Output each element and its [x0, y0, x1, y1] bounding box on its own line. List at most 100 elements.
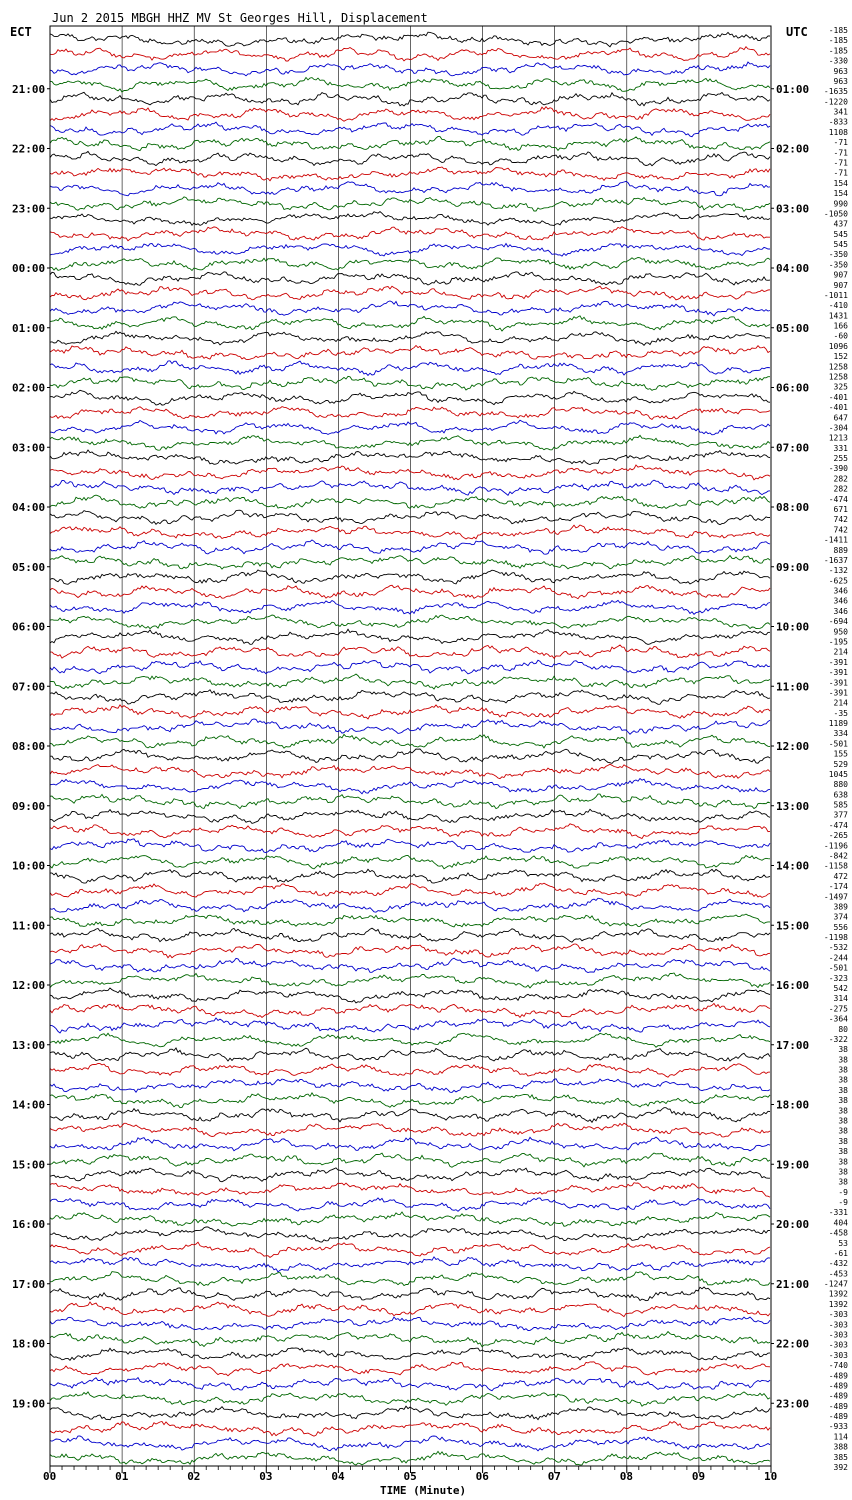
trace-71	[49, 1092, 771, 1109]
offset-value: -244	[829, 953, 848, 962]
trace-75	[49, 1152, 771, 1168]
trace-45	[49, 704, 771, 720]
offset-value: 671	[834, 505, 849, 514]
offset-value: 907	[834, 281, 849, 290]
x-axis-label: TIME (Minute)	[380, 1484, 466, 1497]
offset-value: 214	[834, 648, 849, 657]
ect-axis-label: ECT	[10, 25, 32, 39]
offset-value: -275	[829, 1004, 848, 1013]
x-tick-label-2: 02	[187, 1470, 200, 1483]
offset-value: -185	[829, 26, 848, 35]
trace-30	[49, 479, 771, 496]
trace-70	[49, 1078, 771, 1093]
x-tick-label-9: 09	[692, 1470, 705, 1483]
offset-value: 80	[838, 1025, 848, 1034]
offset-value: -303	[829, 1341, 848, 1350]
trace-76	[49, 1167, 770, 1183]
offset-value: 38	[838, 1086, 848, 1095]
trace-65	[49, 1002, 771, 1019]
offset-value: 1392	[829, 1300, 848, 1309]
offset-value: 38	[838, 1045, 848, 1054]
offset-value: -1637	[824, 556, 848, 565]
utc-hour-label-11: 12:00	[776, 740, 809, 753]
offset-value: -740	[829, 1361, 848, 1370]
offset-value: 1045	[829, 770, 848, 779]
x-tick-label-8: 08	[620, 1470, 633, 1483]
offset-value: 742	[834, 515, 849, 524]
trace-91	[49, 1391, 771, 1407]
offset-value: 38	[838, 1157, 848, 1166]
offset-value: 282	[834, 485, 849, 494]
trace-36	[49, 569, 771, 585]
trace-69	[49, 1063, 771, 1078]
offset-value: 38	[838, 1178, 848, 1187]
offset-value: 542	[834, 984, 849, 993]
offset-value: -833	[829, 118, 848, 127]
trace-80	[49, 1226, 771, 1243]
trace-12	[49, 211, 771, 227]
offset-value: 346	[834, 597, 849, 606]
offset-value: -265	[829, 831, 848, 840]
trace-67	[49, 1032, 771, 1048]
offset-value: -458	[829, 1229, 848, 1238]
trace-4	[49, 91, 771, 107]
offset-value: 389	[834, 902, 849, 911]
utc-hour-label-10: 11:00	[776, 680, 809, 693]
utc-hour-label-21: 22:00	[776, 1338, 809, 1351]
trace-38	[49, 599, 771, 615]
ect-hour-label-15: 12:00	[12, 979, 45, 992]
grid-lines	[121, 26, 700, 1466]
trace-34	[49, 539, 771, 555]
offset-value: 889	[834, 546, 849, 555]
offset-value: 647	[834, 413, 849, 422]
x-tick-label-5: 05	[404, 1470, 417, 1483]
trace-77	[49, 1182, 771, 1198]
utc-hour-label-4: 05:00	[776, 322, 809, 335]
offset-value: -61	[834, 1249, 849, 1258]
offset-value: 314	[834, 994, 849, 1003]
offset-value: -71	[834, 158, 849, 167]
offset-value: 346	[834, 607, 849, 616]
utc-hour-label-15: 16:00	[776, 979, 809, 992]
x-tick-label-0: 00	[43, 1470, 56, 1483]
trace-15	[49, 257, 771, 272]
ect-hour-label-2: 23:00	[12, 202, 45, 215]
offset-value: 377	[834, 811, 849, 820]
offset-value: -1411	[824, 536, 848, 545]
trace-22	[49, 360, 771, 377]
x-tick-label-7: 07	[548, 1470, 561, 1483]
trace-82	[49, 1256, 771, 1273]
offset-value: -9	[838, 1188, 848, 1197]
offset-value: -350	[829, 260, 848, 269]
offset-value: 437	[834, 220, 849, 229]
offset-value: -391	[829, 688, 848, 697]
trace-18	[49, 300, 771, 317]
trace-11	[49, 196, 771, 213]
offset-value: 154	[834, 179, 849, 188]
offset-value: -474	[829, 495, 848, 504]
ect-hour-label-8: 05:00	[12, 561, 45, 574]
ect-hour-label-5: 02:00	[12, 382, 45, 395]
ect-hour-label-0: 21:00	[12, 83, 45, 96]
utc-axis-label: UTC	[786, 25, 808, 39]
trace-58	[49, 897, 771, 913]
offset-value: 334	[834, 729, 849, 738]
offset-value: -401	[829, 403, 848, 412]
trace-47	[49, 733, 771, 749]
trace-25	[49, 406, 771, 420]
offset-value: 38	[838, 1055, 848, 1064]
utc-hour-label-16: 17:00	[776, 1039, 809, 1052]
trace-66	[50, 1017, 771, 1034]
trace-20	[49, 330, 771, 346]
offset-value: 53	[838, 1239, 848, 1248]
trace-26	[49, 419, 771, 436]
trace-59	[49, 913, 770, 928]
offset-value: 255	[834, 454, 849, 463]
trace-37	[49, 584, 771, 600]
trace-54	[49, 838, 771, 854]
utc-hour-label-14: 15:00	[776, 919, 809, 932]
trace-56	[49, 868, 771, 884]
offset-value: -625	[829, 576, 848, 585]
trace-94	[49, 1435, 771, 1452]
